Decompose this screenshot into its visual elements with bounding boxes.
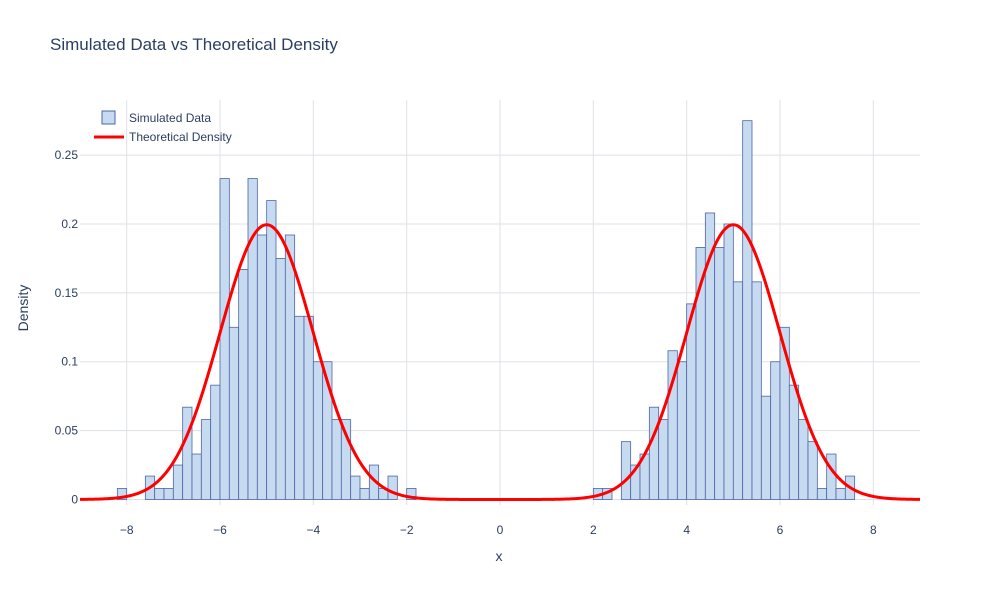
histogram-bar[interactable] [807,441,818,500]
histogram-bar[interactable] [648,406,660,500]
x-tick-label: −8 [120,523,134,537]
histogram-bar[interactable] [200,419,212,500]
x-tick-label: −4 [306,523,320,537]
histogram-bar[interactable] [182,406,193,500]
legend-item-theoretical-density[interactable]: Theoretical Density [94,130,232,144]
legend[interactable]: Simulated Data Theoretical Density [94,110,232,144]
histogram-bar[interactable] [350,475,361,500]
legend-label-simulated-data: Simulated Data [129,111,211,125]
density-curve-layer [79,223,921,501]
x-axis-title: x [496,548,503,564]
histogram-bar[interactable] [331,419,342,500]
histogram-bar[interactable] [256,234,268,500]
histogram-bar[interactable] [835,488,846,500]
histogram-bar[interactable] [228,326,240,500]
y-tick-label: 0.1 [61,355,78,369]
legend-swatch-histogram [101,110,116,125]
x-tick-label: −2 [400,523,414,537]
x-tick-label: 4 [683,523,690,537]
histogram-bar[interactable] [732,281,744,500]
y-tick-label: 0.15 [55,286,79,300]
histogram-bar[interactable] [284,234,296,500]
legend-item-simulated-data[interactable]: Simulated Data [101,110,211,125]
histogram-bar[interactable] [770,361,781,500]
histogram-bar[interactable] [219,178,230,500]
x-tick-label: 6 [777,523,784,537]
histogram-bar[interactable] [788,384,800,500]
histogram-bar[interactable] [816,488,828,500]
y-axis-ticks: 0 0.05 0.1 0.15 0.2 0.25 [55,148,79,506]
histogram-bar[interactable] [312,361,324,500]
histogram-bar[interactable] [275,258,286,500]
x-tick-label: 8 [870,523,877,537]
histogram-bar[interactable] [406,488,417,500]
histogram-bar[interactable] [676,361,688,500]
histogram-bar[interactable] [238,269,249,500]
x-axis-ticks: −8 −6 −4 −2 0 2 4 6 8 [120,523,877,537]
histogram-bar[interactable] [714,246,725,500]
histogram-bar[interactable] [760,395,772,500]
y-tick-label: 0 [71,492,78,506]
histogram-bar[interactable] [163,488,174,500]
histogram-bar[interactable] [172,464,184,500]
histogram-bar[interactable] [191,453,202,500]
histogram-bar[interactable] [340,419,352,500]
histogram-bar[interactable] [723,223,734,500]
chart-title: Simulated Data vs Theoretical Density [50,35,338,54]
histogram-bar[interactable] [210,384,221,500]
histogram-bar[interactable] [154,488,165,500]
x-tick-label: 2 [590,523,597,537]
histogram-bar[interactable] [826,453,837,500]
histogram-bars [116,120,856,500]
histogram-bar[interactable] [620,441,632,500]
legend-label-theoretical-density: Theoretical Density [129,130,232,144]
histogram-bar[interactable] [247,178,258,500]
x-tick-label: 0 [497,523,504,537]
histogram-bar[interactable] [359,488,370,500]
y-tick-label: 0.05 [55,424,79,438]
histogram-bar[interactable] [116,488,128,500]
histogram-bar[interactable] [658,419,669,500]
histogram-bar[interactable] [294,315,305,500]
histogram-bar[interactable] [387,475,398,500]
histogram-bar[interactable] [798,419,809,500]
x-tick-label: −6 [213,523,227,537]
histogram-bar[interactable] [751,281,762,500]
y-axis-title: Density [15,285,31,332]
histogram-bar[interactable] [742,120,753,500]
histogram-bar[interactable] [303,315,314,500]
histogram-bar[interactable] [266,200,277,500]
y-tick-label: 0.25 [55,148,79,162]
density-curve[interactable] [79,223,921,501]
y-tick-label: 0.2 [61,217,78,231]
